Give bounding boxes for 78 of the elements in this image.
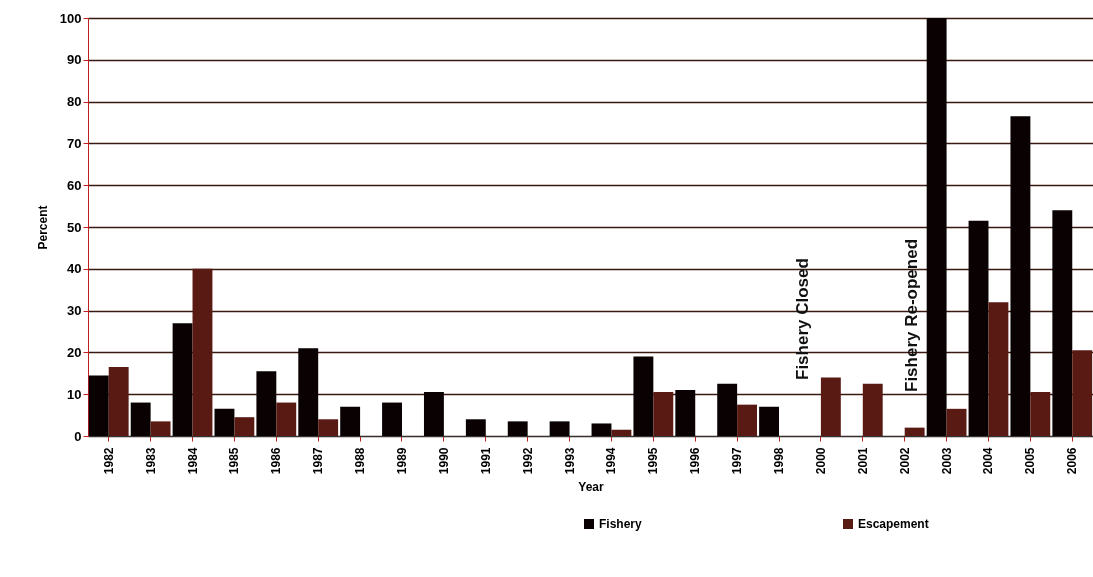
x-tick-label: 1984 bbox=[185, 447, 200, 475]
annotation: Fishery Re-opened bbox=[902, 238, 921, 392]
bar bbox=[926, 18, 947, 436]
bar bbox=[192, 268, 213, 436]
x-tick-label: 1996 bbox=[688, 447, 703, 475]
y-tick-label: 100 bbox=[59, 10, 82, 26]
y-tick-label: 50 bbox=[67, 219, 82, 235]
y-tick-label: 60 bbox=[67, 177, 82, 193]
x-tick-label: 2004 bbox=[981, 447, 996, 475]
bar bbox=[88, 375, 109, 436]
x-tick-label: 1992 bbox=[520, 447, 535, 475]
bar bbox=[675, 390, 696, 436]
bar bbox=[653, 392, 674, 436]
x-tick-label: 1989 bbox=[394, 447, 409, 475]
x-tick-label: 1988 bbox=[353, 447, 368, 475]
x-tick-label: 1990 bbox=[436, 447, 451, 475]
x-tick-label: 1997 bbox=[730, 447, 745, 475]
x-tick-label: 2003 bbox=[939, 447, 954, 475]
x-tick-label: 1985 bbox=[227, 447, 242, 475]
bar bbox=[1030, 392, 1051, 436]
bar bbox=[591, 423, 612, 436]
y-tick-label: 20 bbox=[67, 344, 82, 360]
bar bbox=[382, 402, 402, 436]
x-tick-label: 1998 bbox=[772, 447, 787, 475]
x-axis-title: Year bbox=[578, 480, 605, 495]
bar bbox=[234, 417, 255, 436]
y-tick-label: 40 bbox=[67, 261, 82, 277]
bar bbox=[1052, 210, 1073, 436]
bar bbox=[150, 421, 171, 436]
y-axis-title: Percent bbox=[35, 205, 50, 250]
bar bbox=[737, 404, 758, 436]
bar bbox=[1072, 350, 1093, 436]
x-tick-label: 1995 bbox=[646, 447, 661, 475]
bar bbox=[298, 348, 319, 436]
bar bbox=[276, 402, 297, 436]
x-tick-label: 1991 bbox=[478, 447, 493, 475]
y-tick-label: 90 bbox=[67, 52, 82, 68]
x-tick-label: 2005 bbox=[1023, 447, 1038, 475]
x-tick-label: 1993 bbox=[562, 447, 577, 475]
x-tick-label: 1986 bbox=[269, 447, 284, 475]
x-tick-label: 1982 bbox=[101, 447, 116, 475]
x-tick-label: 1983 bbox=[143, 447, 158, 475]
x-tick-label: 2002 bbox=[897, 447, 912, 475]
bar bbox=[130, 402, 151, 436]
legend-label: Fishery bbox=[599, 517, 643, 531]
bar bbox=[988, 302, 1009, 436]
y-tick-label: 70 bbox=[67, 135, 82, 151]
bar bbox=[318, 419, 339, 436]
y-tick-label: 0 bbox=[74, 428, 82, 444]
x-tick-label: 2006 bbox=[1065, 447, 1080, 475]
bar bbox=[423, 392, 444, 436]
y-tick-label: 80 bbox=[67, 94, 82, 110]
bar bbox=[256, 371, 277, 436]
bar bbox=[759, 406, 780, 436]
x-tick-label: 1987 bbox=[311, 447, 326, 475]
bar bbox=[946, 408, 967, 436]
bar bbox=[717, 383, 738, 436]
bar bbox=[862, 383, 883, 436]
bar bbox=[820, 377, 841, 436]
bar bbox=[904, 427, 925, 436]
y-tick-label: 10 bbox=[67, 386, 82, 402]
bar bbox=[611, 429, 632, 436]
bar bbox=[549, 421, 570, 436]
x-tick-label: 2001 bbox=[855, 447, 870, 475]
bar bbox=[1010, 116, 1031, 436]
annotation: Fishery Closed bbox=[793, 258, 812, 380]
bar bbox=[108, 367, 129, 436]
y-tick-label: 30 bbox=[67, 303, 82, 319]
bar bbox=[465, 419, 486, 436]
bar bbox=[214, 408, 235, 436]
x-tick-label: 2000 bbox=[813, 447, 828, 475]
bar bbox=[633, 356, 654, 436]
legend-label: Escapement bbox=[858, 517, 929, 531]
x-tick-label: 1994 bbox=[604, 447, 619, 475]
bar bbox=[340, 406, 361, 436]
bar bbox=[968, 220, 989, 436]
bar bbox=[172, 323, 193, 436]
bar bbox=[507, 421, 528, 436]
